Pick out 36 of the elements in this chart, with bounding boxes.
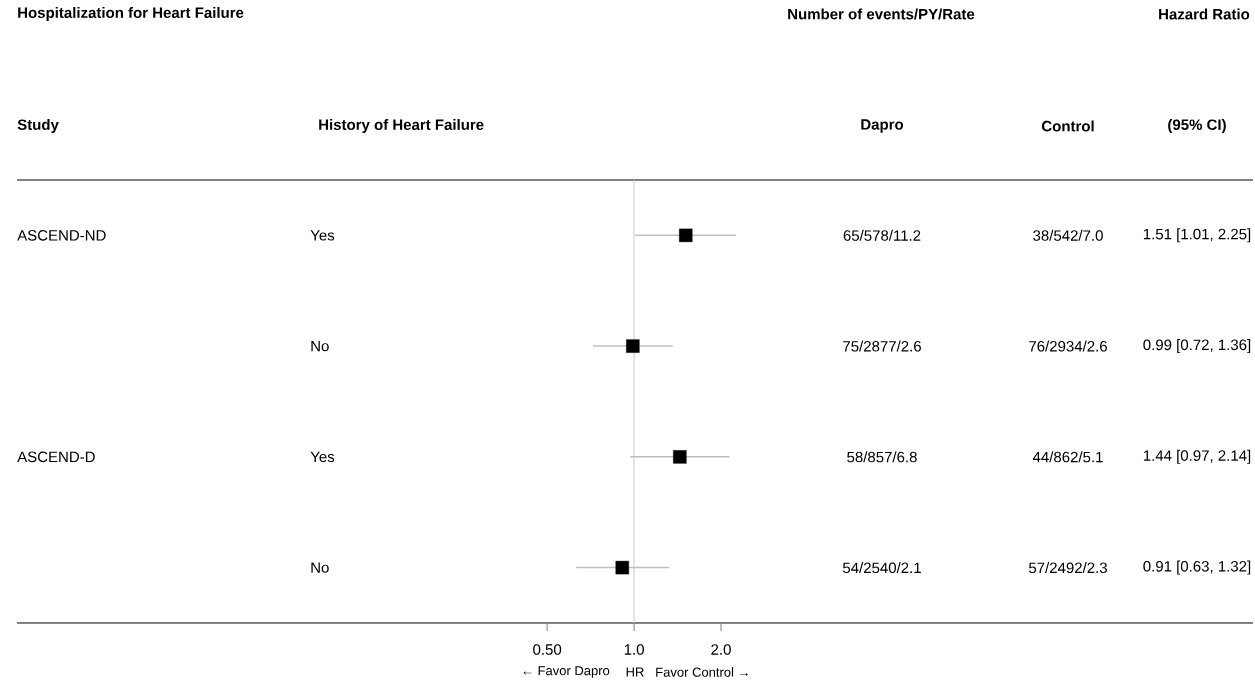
chart-title: Hospitalization for Heart Failure bbox=[18, 6, 244, 21]
annotation: 1.51 [1.01, 2.25] bbox=[1143, 228, 1251, 243]
text: ← Favor Dapro bbox=[523, 665, 610, 678]
annotation: 0.99 [0.72, 1.36] bbox=[1143, 338, 1251, 353]
point bbox=[679, 228, 693, 242]
text: History of Heart Failure bbox=[319, 118, 484, 133]
y-tick-label: Yes bbox=[310, 451, 335, 462]
annotation: 44/862/5.1 bbox=[1032, 451, 1103, 463]
annotation: 65/578/11.2 bbox=[843, 229, 921, 241]
annotation: 0.91 [0.63, 1.32] bbox=[1143, 560, 1251, 575]
x-tick-label: 1.0 bbox=[624, 643, 644, 655]
x-tick-label: 2.0 bbox=[711, 643, 731, 655]
annotation: 76/2934/2.6 bbox=[1029, 340, 1107, 352]
text: Favor Control → bbox=[656, 666, 748, 677]
x-tick-label: 0.50 bbox=[533, 643, 562, 655]
point bbox=[673, 449, 687, 464]
y-tick-label: No bbox=[311, 562, 329, 573]
annotation: 75/2877/2.6 bbox=[843, 340, 921, 352]
point bbox=[615, 560, 629, 575]
annotation: 58/857/6.8 bbox=[847, 451, 917, 463]
point bbox=[626, 339, 640, 353]
x-axis-title: HR bbox=[626, 667, 644, 677]
annotation: 54/2540/2.1 bbox=[842, 561, 921, 573]
text: Dapro bbox=[861, 119, 904, 133]
annotation: ASCEND-ND bbox=[17, 229, 106, 241]
text: Hazard Ratio bbox=[1159, 8, 1250, 20]
text: Study bbox=[17, 118, 59, 133]
annotation: 1.44 [0.97, 2.14] bbox=[1143, 449, 1251, 464]
annotation: 57/2492/2.3 bbox=[1028, 561, 1107, 573]
text: (95% CI) bbox=[1168, 118, 1226, 133]
text: Control bbox=[1041, 120, 1094, 132]
y-tick-label: No bbox=[311, 340, 329, 352]
annotation: 38/542/7.0 bbox=[1033, 229, 1103, 241]
annotation: ASCEND-D bbox=[17, 451, 95, 462]
text: Number of events/PY/Rate bbox=[788, 8, 975, 20]
y-tick-label: Yes bbox=[310, 229, 335, 241]
